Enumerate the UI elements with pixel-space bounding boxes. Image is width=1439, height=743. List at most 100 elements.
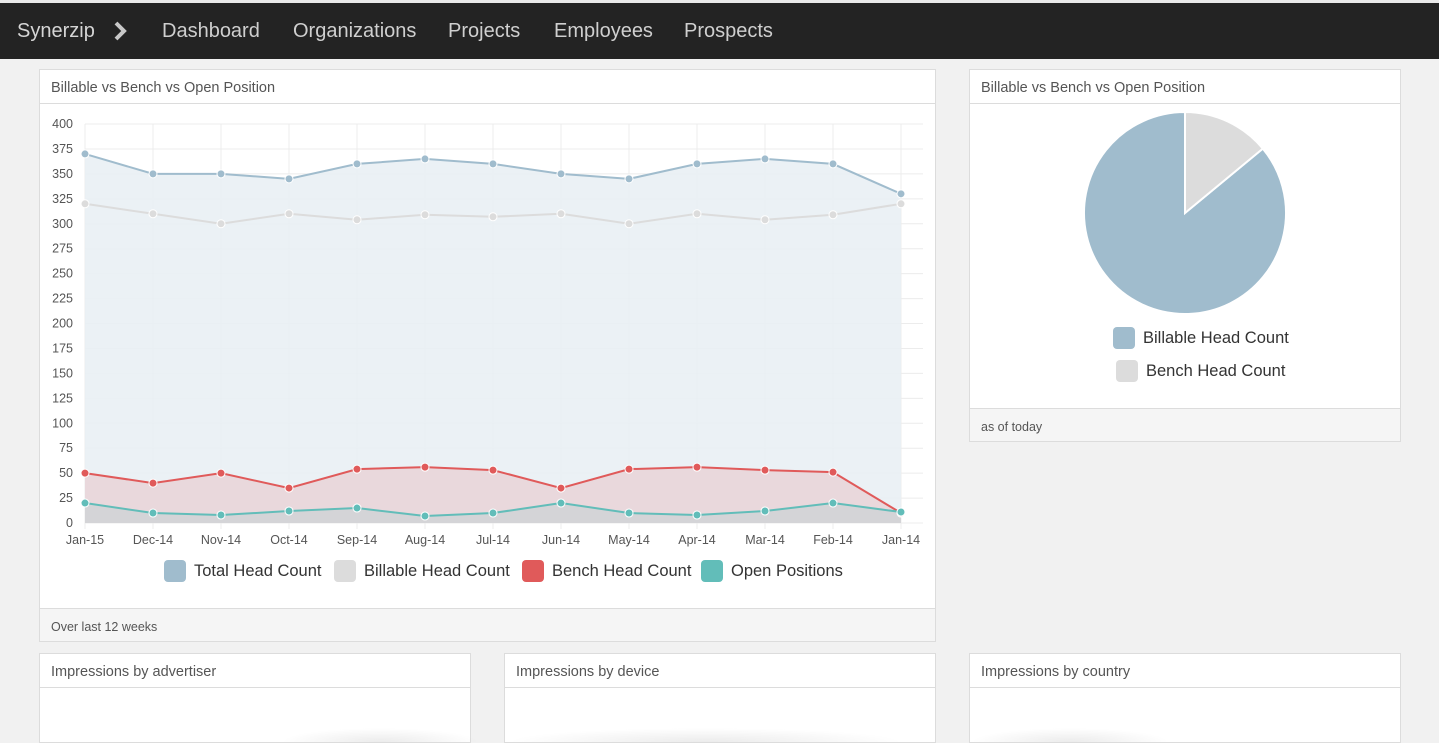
legend-swatch-bench <box>522 560 544 582</box>
series-point-1 <box>284 209 294 219</box>
series-point-2 <box>488 465 498 475</box>
nav-dashboard[interactable]: Dashboard <box>162 20 260 42</box>
series-point-0 <box>488 159 498 169</box>
x-tick-label: Oct-14 <box>270 533 308 547</box>
pie-legend-label-billable: Billable Head Count <box>1143 328 1289 347</box>
series-area-0 <box>85 153 901 524</box>
series-point-0 <box>896 189 906 199</box>
series-point-3 <box>352 503 362 513</box>
series-point-2 <box>216 468 226 478</box>
series-point-1 <box>488 212 498 222</box>
legend-open: Open Positions <box>701 560 843 584</box>
series-point-3 <box>80 498 90 508</box>
series-point-3 <box>420 511 430 521</box>
x-tick-label: Dec-14 <box>133 533 173 547</box>
legend-label-total: Total Head Count <box>194 561 322 580</box>
y-tick-label: 225 <box>52 292 73 306</box>
series-point-0 <box>284 174 294 184</box>
series-point-2 <box>692 462 702 472</box>
legend-billable: Billable Head Count <box>334 560 510 584</box>
series-point-1 <box>556 209 566 219</box>
series-point-3 <box>624 508 634 518</box>
y-tick-label: 25 <box>59 491 73 505</box>
series-point-0 <box>760 154 770 164</box>
advertiser-panel-shadow <box>280 728 480 742</box>
y-tick-label: 100 <box>52 416 73 430</box>
series-point-3 <box>896 507 906 517</box>
series-point-3 <box>216 510 226 520</box>
legend-label-billable: Billable Head Count <box>364 561 510 580</box>
series-point-1 <box>692 209 702 219</box>
y-tick-label: 125 <box>52 391 73 405</box>
series-point-2 <box>828 467 838 477</box>
x-tick-label: Nov-14 <box>201 533 241 547</box>
y-tick-label: 200 <box>52 317 73 331</box>
series-point-1 <box>216 219 226 229</box>
legend-swatch-open <box>701 560 723 582</box>
y-tick-label: 150 <box>52 366 73 380</box>
series-point-0 <box>420 154 430 164</box>
pie-legend-billable: Billable Head Count <box>1113 327 1289 351</box>
series-point-0 <box>828 159 838 169</box>
series-point-3 <box>692 510 702 520</box>
nav-prospects[interactable]: Prospects <box>684 20 773 42</box>
country-panel-title: Impressions by country <box>970 654 1400 688</box>
chevron-right-icon <box>114 21 127 41</box>
series-point-1 <box>624 219 634 229</box>
series-point-2 <box>420 462 430 472</box>
brand-link[interactable]: Synerzip <box>17 20 95 42</box>
nav-projects[interactable]: Projects <box>448 20 521 42</box>
device-panel-shadow <box>505 728 905 742</box>
series-point-3 <box>828 498 838 508</box>
y-tick-label: 250 <box>52 267 73 281</box>
x-tick-label: Apr-14 <box>678 533 716 547</box>
y-tick-label: 375 <box>52 142 73 156</box>
series-point-1 <box>760 215 770 225</box>
y-tick-label: 75 <box>59 441 73 455</box>
legend-bench: Bench Head Count <box>522 560 691 584</box>
series-point-2 <box>556 483 566 493</box>
y-tick-label: 300 <box>52 217 73 231</box>
series-point-2 <box>624 464 634 474</box>
x-tick-label: Feb-14 <box>813 533 853 547</box>
pie-chart-footer: as of today <box>970 408 1400 441</box>
line-chart-legend: Total Head Count Billable Head Count Ben… <box>164 560 884 584</box>
y-tick-label: 275 <box>52 242 73 256</box>
legend-swatch-billable <box>334 560 356 582</box>
top-navbar: Synerzip Dashboard Organizations Project… <box>0 3 1439 59</box>
x-tick-label: Jan-15 <box>66 533 104 547</box>
line-chart: 0 25 50 75 100 125 150 175 200 225 250 275 300 325 350… <box>52 117 923 547</box>
y-tick-label: 0 <box>66 516 73 530</box>
country-panel-shadow <box>970 728 1170 742</box>
series-point-2 <box>80 468 90 478</box>
y-tick-label: 50 <box>59 466 73 480</box>
legend-total: Total Head Count <box>164 560 322 584</box>
legend-swatch-total <box>164 560 186 582</box>
y-tick-label: 325 <box>52 192 73 206</box>
pie-slice-1 <box>1184 110 1265 216</box>
series-point-0 <box>624 174 634 184</box>
line-chart-footer: Over last 12 weeks <box>40 608 935 641</box>
advertiser-panel: Impressions by advertiser <box>39 653 480 743</box>
x-tick-label: May-14 <box>608 533 650 547</box>
device-panel-title: Impressions by device <box>505 654 935 688</box>
series-point-1 <box>80 199 90 209</box>
nav-organizations[interactable]: Organizations <box>293 20 417 42</box>
series-point-1 <box>896 199 906 209</box>
y-tick-label: 350 <box>52 167 73 181</box>
series-point-2 <box>760 465 770 475</box>
x-tick-label: Sep-14 <box>337 533 377 547</box>
series-point-0 <box>80 149 90 159</box>
line-chart-title: Billable vs Bench vs Open Position <box>40 70 935 104</box>
advertiser-panel-title: Impressions by advertiser <box>40 654 470 688</box>
nav-employees[interactable]: Employees <box>554 20 653 42</box>
series-point-2 <box>284 483 294 493</box>
series-point-0 <box>216 169 226 179</box>
legend-label-open: Open Positions <box>731 561 843 580</box>
series-point-0 <box>556 169 566 179</box>
series-point-0 <box>692 159 702 169</box>
x-tick-label: Jul-14 <box>476 533 510 547</box>
pie-legend-swatch-billable <box>1113 327 1135 349</box>
x-tick-label: Jan-14 <box>882 533 920 547</box>
series-point-1 <box>420 210 430 220</box>
